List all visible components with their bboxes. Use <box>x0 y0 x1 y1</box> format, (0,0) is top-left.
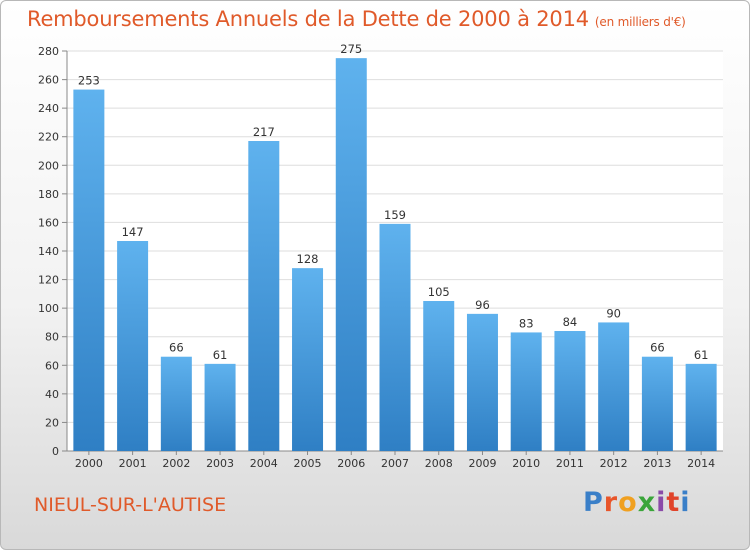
bar <box>73 89 105 452</box>
data-label: 61 <box>694 348 709 362</box>
proxiti-logo: Proxiti <box>583 487 691 518</box>
y-tick-label: 180 <box>38 188 59 201</box>
x-tick-label: 2002 <box>162 457 190 470</box>
y-tick-label: 20 <box>45 416 59 429</box>
bar <box>510 332 542 451</box>
data-label: 217 <box>253 125 275 139</box>
data-label: 66 <box>169 341 184 355</box>
x-tick-label: 2009 <box>468 457 496 470</box>
chart-title: Remboursements Annuels de la Dette de 20… <box>27 7 686 31</box>
data-label: 253 <box>78 74 100 88</box>
data-label: 105 <box>428 285 450 299</box>
y-tick-label: 0 <box>52 445 59 458</box>
data-label: 83 <box>519 316 534 330</box>
chart-unit: (en milliers d'€) <box>594 15 686 29</box>
x-tick-label: 2003 <box>206 457 234 470</box>
bar <box>379 223 411 451</box>
bar <box>598 322 630 451</box>
data-label: 84 <box>563 315 578 329</box>
y-tick-label: 280 <box>38 45 59 58</box>
y-tick-label: 100 <box>38 302 59 315</box>
x-tick-label: 2004 <box>250 457 278 470</box>
bar <box>335 58 367 452</box>
y-tick-label: 260 <box>38 74 59 87</box>
bar <box>554 331 586 451</box>
y-tick-label: 120 <box>38 274 59 287</box>
bar <box>641 356 673 451</box>
data-label: 96 <box>475 298 490 312</box>
bar <box>204 363 236 451</box>
x-tick-label: 2007 <box>381 457 409 470</box>
bar <box>466 313 498 451</box>
bar <box>423 301 455 451</box>
y-tick-label: 200 <box>38 159 59 172</box>
data-label: 275 <box>340 42 362 56</box>
bar <box>117 241 149 451</box>
town-name: NIEUL-SUR-L'AUTISE <box>34 494 227 516</box>
bar <box>248 141 280 451</box>
x-tick-label: 2008 <box>425 457 453 470</box>
chart-title-text: Remboursements Annuels de la Dette de 20… <box>27 7 589 31</box>
x-tick-label: 2011 <box>556 457 584 470</box>
y-tick-label: 140 <box>38 245 59 258</box>
data-label: 61 <box>213 348 228 362</box>
y-tick-label: 240 <box>38 102 59 115</box>
bar <box>292 268 324 451</box>
x-tick-label: 2006 <box>337 457 365 470</box>
x-tick-label: 2001 <box>119 457 147 470</box>
data-label: 66 <box>650 341 665 355</box>
bar <box>685 363 717 451</box>
y-tick-label: 60 <box>45 359 59 372</box>
x-tick-label: 2000 <box>75 457 103 470</box>
y-tick-label: 220 <box>38 131 59 144</box>
y-tick-label: 40 <box>45 388 59 401</box>
y-tick-label: 80 <box>45 331 59 344</box>
data-label: 128 <box>297 252 319 266</box>
data-label: 159 <box>384 208 406 222</box>
y-tick-label: 160 <box>38 216 59 229</box>
x-tick-label: 2005 <box>294 457 322 470</box>
data-label: 147 <box>122 225 144 239</box>
x-tick-label: 2014 <box>687 457 715 470</box>
x-tick-label: 2013 <box>643 457 671 470</box>
x-tick-label: 2010 <box>512 457 540 470</box>
x-tick-label: 2012 <box>600 457 628 470</box>
bar <box>160 356 192 451</box>
data-label: 90 <box>606 306 621 320</box>
